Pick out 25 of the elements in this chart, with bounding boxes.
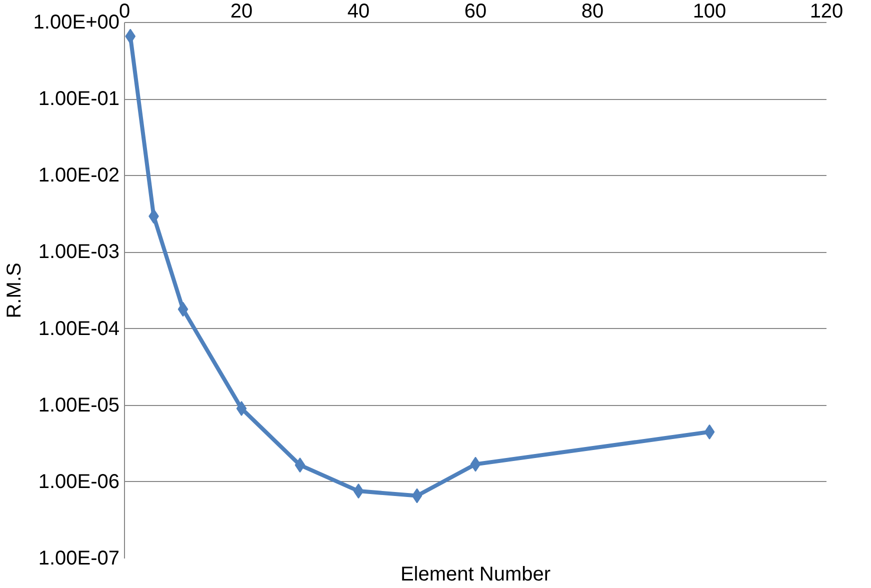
- point: [294, 458, 306, 473]
- point: [178, 302, 188, 317]
- x-tick-label: 0: [118, 0, 130, 22]
- y-tick-label: 1.00E-06: [38, 470, 120, 493]
- x-tick-label: 80: [581, 0, 604, 22]
- x-tick-label: 120: [810, 0, 844, 22]
- x-tick-label: 20: [230, 0, 253, 22]
- y-tick-label: 1.00E-04: [38, 318, 120, 340]
- y-tick-label: 1.00E-02: [38, 164, 120, 187]
- y-tick-label: 1.00E-03: [38, 241, 120, 264]
- x-tick-label: 100: [692, 0, 726, 22]
- point: [412, 488, 422, 504]
- y-tick-label: 1.00E-05: [38, 394, 120, 416]
- point: [470, 456, 481, 472]
- point: [353, 484, 364, 499]
- point: [236, 400, 247, 416]
- x-axis-title: Element Number: [400, 564, 551, 586]
- point: [125, 28, 136, 44]
- y-axis-title: R.M.S: [3, 262, 26, 318]
- y-tick-label: 1.00E+00: [33, 12, 120, 34]
- x-tick-label: 60: [464, 0, 487, 22]
- x-tick-label: 40: [347, 0, 370, 22]
- y-tick-label: 1.00E-01: [38, 88, 120, 110]
- point: [704, 424, 715, 440]
- y-tick-label: 1.00E-07: [38, 548, 120, 570]
